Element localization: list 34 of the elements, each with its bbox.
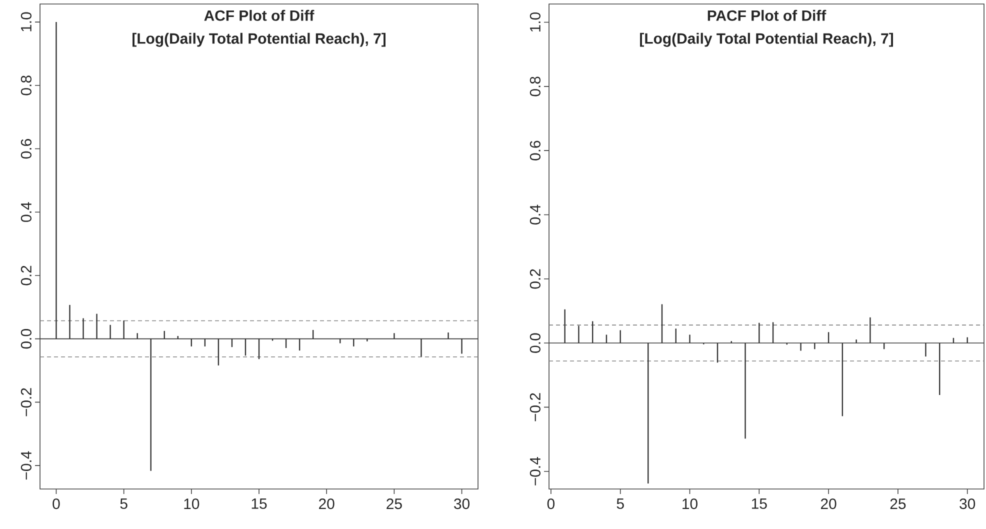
y-tick-label: 0.4: [530, 204, 540, 225]
y-tick-label: 0.8: [530, 76, 540, 96]
x-tick-label: 20: [319, 498, 334, 510]
y-tick-label: 1.0: [530, 12, 540, 32]
x-tick-label: 5: [616, 498, 624, 509]
text: [Log(Daily Total Potential Reach), 7]: [640, 32, 893, 47]
x-tick-label: 10: [184, 498, 200, 510]
x-tick-label: 5: [120, 498, 128, 509]
text: [Log(Daily Total Potential Reach), 7]: [132, 32, 386, 47]
y-tick-label: −0.4: [530, 457, 540, 486]
y-tick-label: 0.0: [530, 333, 540, 353]
chart-title: ACF Plot of Diff: [204, 10, 314, 21]
chart-title: PACF Plot of Diff: [708, 10, 826, 21]
y-tick-label: 1.0: [20, 12, 32, 32]
x-tick-label: 15: [252, 498, 267, 509]
y-tick-label: −0.2: [530, 393, 540, 422]
x-tick-label: 0: [52, 498, 60, 510]
y-tick-label: 0.0: [20, 329, 32, 349]
x-tick-label: 30: [454, 498, 470, 510]
y-tick-label: −0.2: [20, 388, 32, 416]
x-tick-label: 10: [682, 498, 698, 510]
x-tick-label: 15: [752, 498, 767, 509]
y-tick-label: 0.4: [20, 202, 32, 222]
x-tick-label: 25: [890, 498, 906, 510]
y-tick-label: 0.6: [20, 139, 32, 159]
y-tick-label: 0.2: [20, 266, 32, 286]
x-tick-label: 20: [820, 498, 836, 510]
y-tick-label: −0.4: [20, 451, 32, 480]
x-tick-label: 0: [547, 498, 555, 510]
x-tick-label: 30: [960, 498, 976, 510]
y-tick-label: 0.6: [530, 140, 540, 160]
x-tick-label: 25: [386, 498, 402, 510]
y-tick-label: 0.2: [530, 269, 540, 289]
y-tick-label: 0.8: [20, 76, 32, 96]
